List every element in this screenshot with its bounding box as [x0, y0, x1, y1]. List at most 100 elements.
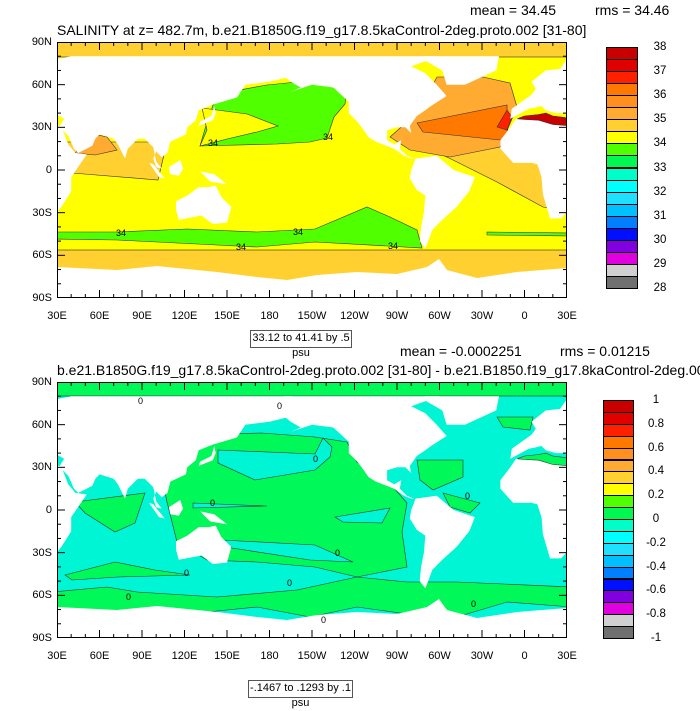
colorbar-label: -1	[650, 632, 662, 644]
longitude-label: 180	[260, 310, 279, 322]
continent-shape	[422, 56, 499, 85]
land-mask	[57, 56, 567, 298]
longitude-label: 30E	[557, 650, 577, 662]
continent-shape	[149, 502, 165, 519]
panel1-mean: mean = 34.45	[470, 2, 557, 18]
latitude-label: 90N	[31, 36, 52, 48]
longitude-label: 30E	[47, 310, 67, 322]
south-indian-positive	[64, 561, 191, 581]
colorbar-label: 35	[653, 113, 667, 126]
colorbar-label: 0.2	[648, 489, 664, 502]
colorbar-label: 38	[653, 41, 667, 53]
colorbar-label: -0.4	[646, 560, 666, 573]
latitude-label: 90N	[31, 376, 52, 388]
colorbar-label: 37	[653, 65, 667, 78]
contour-label: 34	[293, 227, 303, 237]
panel1-rms: rms = 34.46	[595, 2, 670, 18]
latitude-label: 90S	[32, 292, 52, 304]
latitude-label: 0	[45, 164, 52, 176]
contour-label: 0	[287, 578, 292, 588]
colorbar-label: 0.4	[648, 465, 664, 478]
colorbar-swatch	[606, 275, 638, 289]
colorbar-swatch	[603, 626, 634, 639]
salinity-map: 34 34 34 34 34 34	[57, 42, 567, 298]
longitude-label: 90W	[385, 310, 409, 322]
salinity-difference-map-plot: 0 0 0 0 0 0 0 0 0 0 0	[57, 382, 567, 638]
colorbar-label: 29	[653, 257, 667, 270]
colorbar-label: 36	[653, 89, 667, 102]
longitude-label: 150W	[297, 310, 327, 322]
mediterranean-zone	[517, 112, 567, 126]
longitude-label: 30E	[557, 310, 577, 322]
panel2-contour-info: -.1467 to .1293 by .1 psu	[248, 680, 353, 709]
panel2-title: b.e21.B1850G.f19_g17.8.5kaControl-2deg.p…	[57, 362, 700, 378]
contour-label: 0	[184, 568, 189, 578]
longitude-label: 90W	[385, 650, 409, 662]
longitude-label: 90E	[132, 650, 152, 662]
mediterranean-zone	[517, 452, 567, 466]
continent-shape	[57, 396, 293, 509]
contour-label: 0	[126, 592, 131, 602]
land-mask	[57, 396, 567, 638]
continent-shape	[510, 399, 567, 459]
latitude-label: 60N	[31, 78, 52, 91]
caribbean-positive	[442, 492, 481, 514]
continent-shape	[198, 106, 216, 126]
panel1-contour-info: 33.12 to 41.41 by .5 psu	[250, 330, 352, 359]
contour-label: 0	[465, 491, 470, 501]
longitude-label: 60E	[89, 310, 110, 322]
contour-label: 34	[388, 241, 398, 251]
continent-shape	[168, 160, 184, 176]
salinity-map-plot: 34 34 34 34 34 34	[57, 42, 567, 298]
continent-shape	[200, 511, 227, 525]
contour-label: 0	[210, 498, 215, 508]
south-atlantic-fresh-strip	[486, 231, 567, 237]
continent-shape	[168, 500, 184, 516]
contour-label: 0	[138, 396, 143, 406]
continent-shape	[149, 162, 165, 179]
longitude-label: 120W	[340, 650, 369, 662]
continent-shape	[500, 117, 567, 219]
continent-shape	[409, 155, 475, 249]
kuroshio-tongue	[199, 107, 279, 147]
continent-shape	[57, 465, 87, 552]
antarctica-shape	[57, 599, 567, 638]
latitude-label: 90S	[32, 632, 52, 644]
continent-shape	[57, 56, 293, 169]
nordic-seas-positive	[496, 416, 534, 431]
longitude-label: 90E	[132, 310, 152, 322]
latitude-label: 60S	[32, 589, 52, 602]
colorbar-label: 0	[652, 513, 660, 525]
contour-label: 34	[236, 242, 246, 252]
map-border	[57, 42, 567, 298]
latitude-label: 30S	[32, 546, 52, 559]
longitude-label: 120E	[171, 650, 198, 662]
contour-labels: 34 34 34 34 34 34	[116, 132, 398, 252]
longitude-label: 0	[521, 310, 528, 322]
colorbar-label: 0.8	[648, 417, 664, 430]
continent-shape	[500, 457, 567, 559]
longitude-label: 150E	[214, 650, 240, 662]
colorbar-label: -0.8	[646, 608, 666, 621]
continent-shape	[283, 396, 447, 499]
longitude-label: 60W	[428, 310, 451, 322]
longitude-label: 150W	[297, 650, 327, 662]
colorbar-label: 33	[653, 161, 667, 174]
longitude-label: 120W	[340, 310, 369, 322]
latitude-label: 30N	[31, 121, 52, 134]
continent-shape	[176, 525, 232, 564]
longitude-label: 30W	[470, 310, 494, 322]
longitude-label: 120E	[171, 310, 198, 322]
longitude-label: 30E	[47, 650, 67, 662]
panel2-rms: rms = 0.01215	[560, 343, 650, 359]
contour-label: 0	[321, 615, 326, 625]
contour-label: 0	[335, 548, 340, 558]
colorbar-label: 32	[653, 185, 667, 198]
continent-shape	[200, 171, 227, 185]
contour-label: 34	[208, 138, 218, 148]
colorbar-label: 34	[653, 137, 667, 150]
latitude-label: 30S	[32, 206, 52, 219]
longitude-label: 180	[260, 650, 279, 662]
north-atlantic-positive	[416, 459, 464, 491]
longitude-label: 60E	[89, 650, 110, 662]
